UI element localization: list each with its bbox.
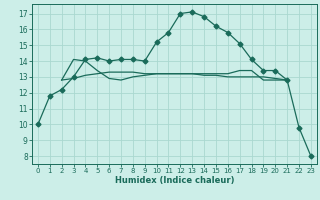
X-axis label: Humidex (Indice chaleur): Humidex (Indice chaleur) [115, 176, 234, 185]
